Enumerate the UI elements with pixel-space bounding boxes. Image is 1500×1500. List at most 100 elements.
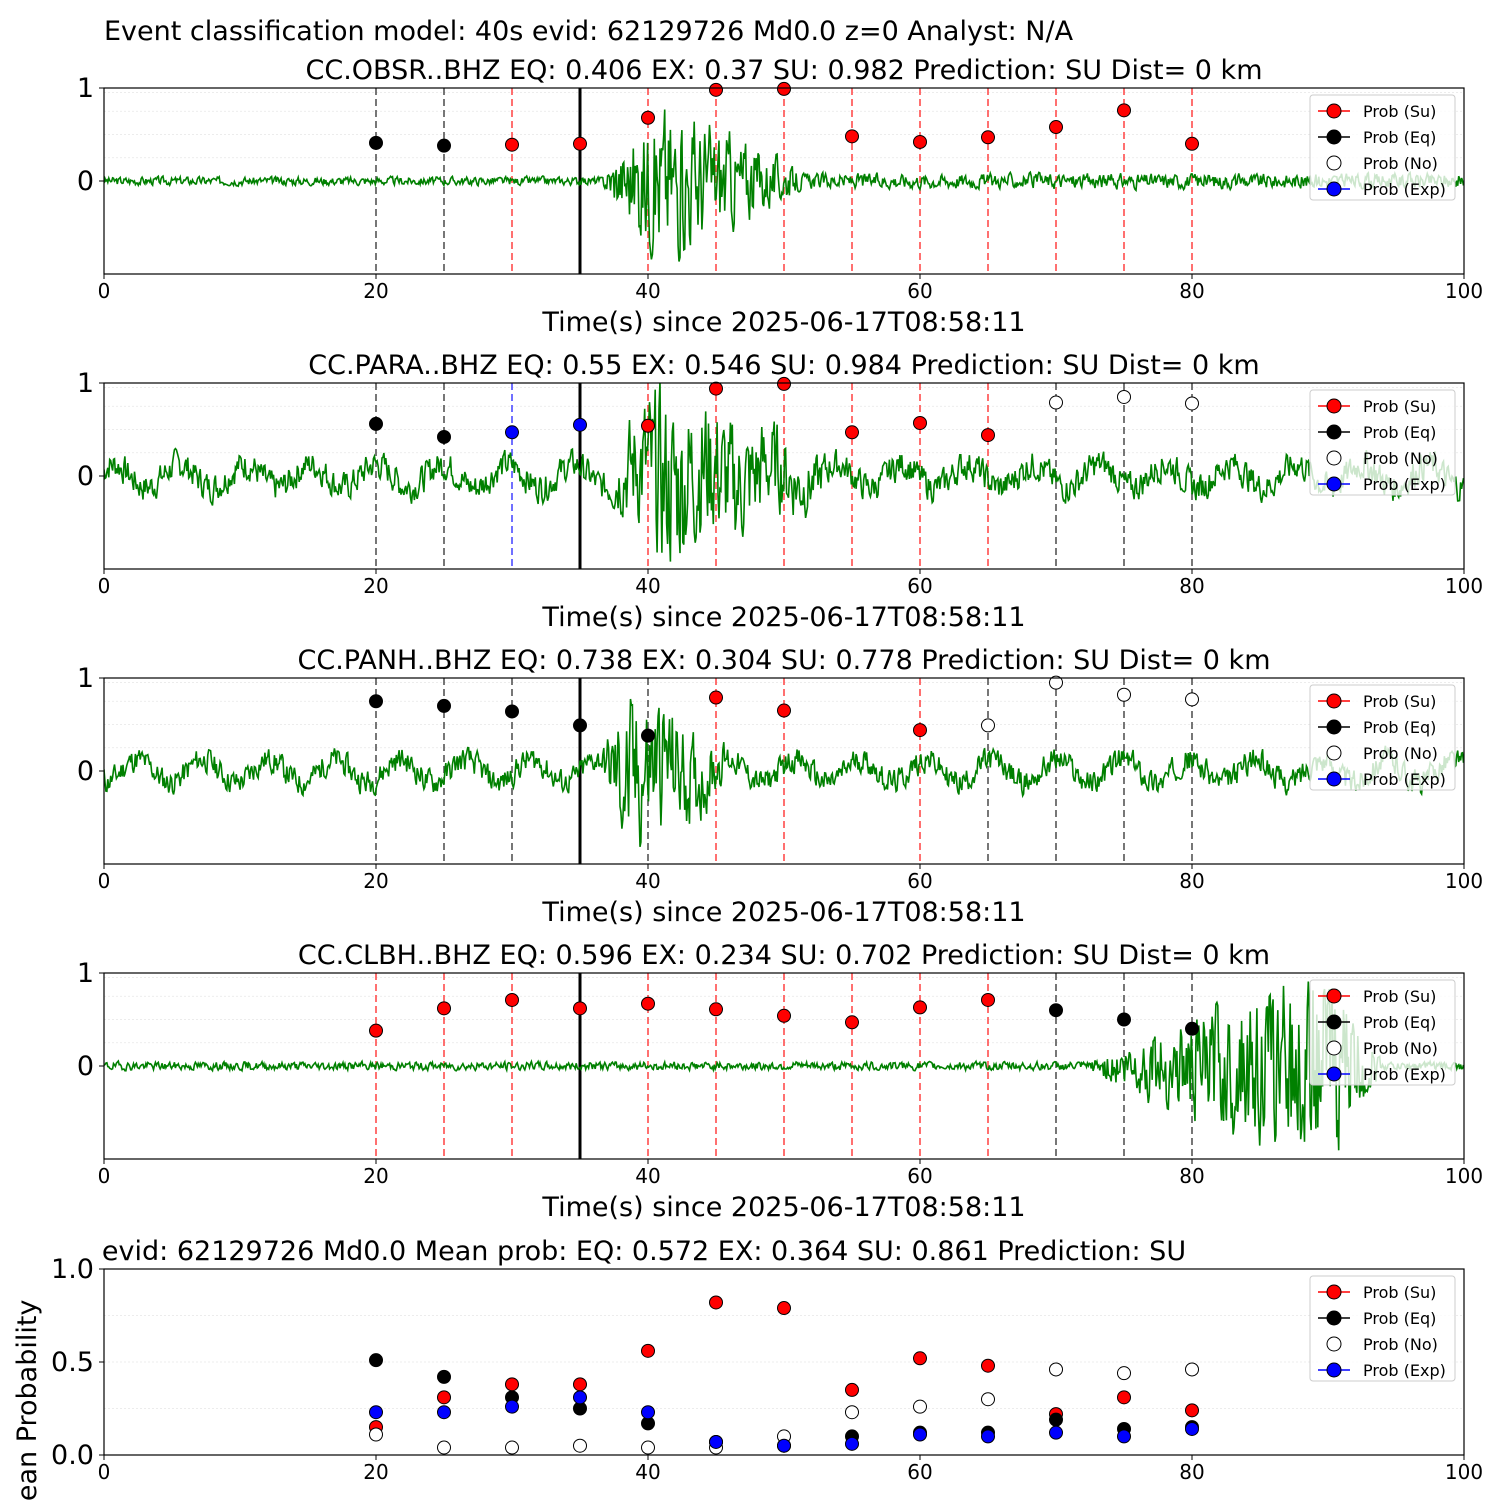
prob-marker-no [1049,395,1063,410]
x-tick-label: 0 [98,279,111,303]
y-tick-label: 1 [77,368,94,399]
legend-marker-eq [1326,1310,1342,1326]
mean-prob-marker-exp [437,1405,451,1420]
mean-prob-marker-eq [437,1369,451,1384]
prob-marker-su [573,1001,587,1016]
waveform-trace [104,698,1464,848]
mean-prob-marker-su [1117,1390,1131,1405]
x-tick-label: 20 [363,1460,388,1484]
waveform-trace [104,109,1464,262]
mean-prob-marker-su [913,1351,927,1366]
mean-prob-marker-su [1185,1403,1199,1418]
panel-title: CC.PARA..BHZ EQ: 0.55 EX: 0.546 SU: 0.98… [308,350,1259,381]
mean-prob-marker-exp [1049,1425,1063,1440]
legend-marker-su [1326,988,1342,1004]
prob-marker-exp [505,425,519,440]
prob-marker-eq [437,138,451,153]
legend-marker-exp [1326,1362,1342,1378]
legend-marker-no [1326,1040,1342,1056]
prob-marker-su [505,137,519,152]
prob-marker-su [709,381,723,396]
legend-marker-su [1326,398,1342,414]
mean-prob-marker-no [369,1427,383,1442]
x-tick-label: 100 [1445,574,1483,598]
panel-title: CC.OBSR..BHZ EQ: 0.406 EX: 0.37 SU: 0.98… [306,55,1263,86]
mean-prob-marker-no [845,1405,859,1420]
mean-prob-marker-su [981,1358,995,1373]
x-tick-label: 100 [1445,869,1483,893]
legend-marker-su [1326,693,1342,709]
legend-box [1309,979,1456,1086]
legend-box [1309,94,1456,201]
prob-marker-su [1185,136,1199,151]
x-tick-label: 80 [1179,279,1204,303]
prob-marker-su [709,690,723,705]
x-tick-label: 40 [635,574,660,598]
x-tick-label: 0 [98,1164,111,1188]
prob-marker-no [981,718,995,733]
y-tick-label: 0 [77,166,94,197]
legend: Prob (Su) Prob (Eq) Prob (No) Prob (Exp) [1309,1275,1456,1382]
x-tick-label: 80 [1179,1460,1204,1484]
panel-title: evid: 62129726 Md0.0 Mean prob: EQ: 0.57… [102,1236,1186,1267]
prob-marker-su [709,82,723,97]
prob-marker-eq [369,694,383,709]
mean-prob-marker-su [777,1301,791,1316]
prob-marker-eq [641,728,655,743]
waveform-trace [104,383,1464,562]
x-tick-label: 60 [907,279,932,303]
prob-marker-eq [437,698,451,713]
legend-box [1309,389,1456,496]
prob-marker-no [1185,396,1199,411]
mean-prob-marker-eq [1049,1412,1063,1427]
prob-marker-su [369,1023,383,1038]
mean-prob-marker-exp [369,1405,383,1420]
prob-marker-su [641,418,655,433]
legend: Prob (Su) Prob (Eq) Prob (No) Prob (Exp) [1309,979,1456,1086]
prob-marker-eq [1049,1003,1063,1018]
x-tick-label: 80 [1179,1164,1204,1188]
x-tick-label: 20 [363,869,388,893]
legend-label: Prob (Eq) [1363,1013,1436,1032]
y-tick-label: 1 [77,958,94,989]
prob-marker-su [573,136,587,151]
legend-label: Prob (Eq) [1363,1309,1436,1328]
prob-marker-su [913,134,927,149]
mean-prob-marker-exp [1185,1421,1199,1436]
y-tick-label: 1 [77,73,94,104]
mean-prob-marker-eq [369,1353,383,1368]
prob-marker-su [641,996,655,1011]
prob-marker-su [913,1000,927,1015]
x-tick-label: 80 [1179,869,1204,893]
legend-marker-eq [1326,1014,1342,1030]
x-tick-label: 40 [635,1164,660,1188]
x-tick-label: 60 [907,1460,932,1484]
mean-prob-marker-exp [641,1405,655,1420]
legend-marker-exp [1326,476,1342,492]
legend-marker-exp [1326,771,1342,787]
panel-2: CC.PARA..BHZ EQ: 0.55 EX: 0.546 SU: 0.98… [77,350,1483,633]
y-tick-label: 0 [77,1051,94,1082]
legend-marker-no [1326,450,1342,466]
prob-marker-su [1117,103,1131,118]
legend-marker-no [1326,1336,1342,1352]
x-tick-label: 40 [635,869,660,893]
legend-label: Prob (Exp) [1363,1065,1446,1084]
legend-marker-su [1326,103,1342,119]
x-tick-label: 20 [363,574,388,598]
mean-prob-marker-exp [1117,1429,1131,1444]
mean-prob-marker-su [505,1377,519,1392]
prob-marker-su [777,703,791,718]
legend-marker-eq [1326,129,1342,145]
mean-prob-marker-no [1049,1362,1063,1377]
mean-prob-marker-no [1185,1362,1199,1377]
legend: Prob (Su) Prob (Eq) Prob (No) Prob (Exp) [1309,94,1456,201]
legend-label: Prob (Exp) [1363,770,1446,789]
legend-label: Prob (No) [1363,154,1438,173]
mean-prob-marker-no [981,1392,995,1407]
mean-prob-marker-su [573,1377,587,1392]
mean-prob-marker-no [1117,1366,1131,1381]
mean-prob-marker-exp [573,1390,587,1405]
y-tick-label: 0 [77,461,94,492]
